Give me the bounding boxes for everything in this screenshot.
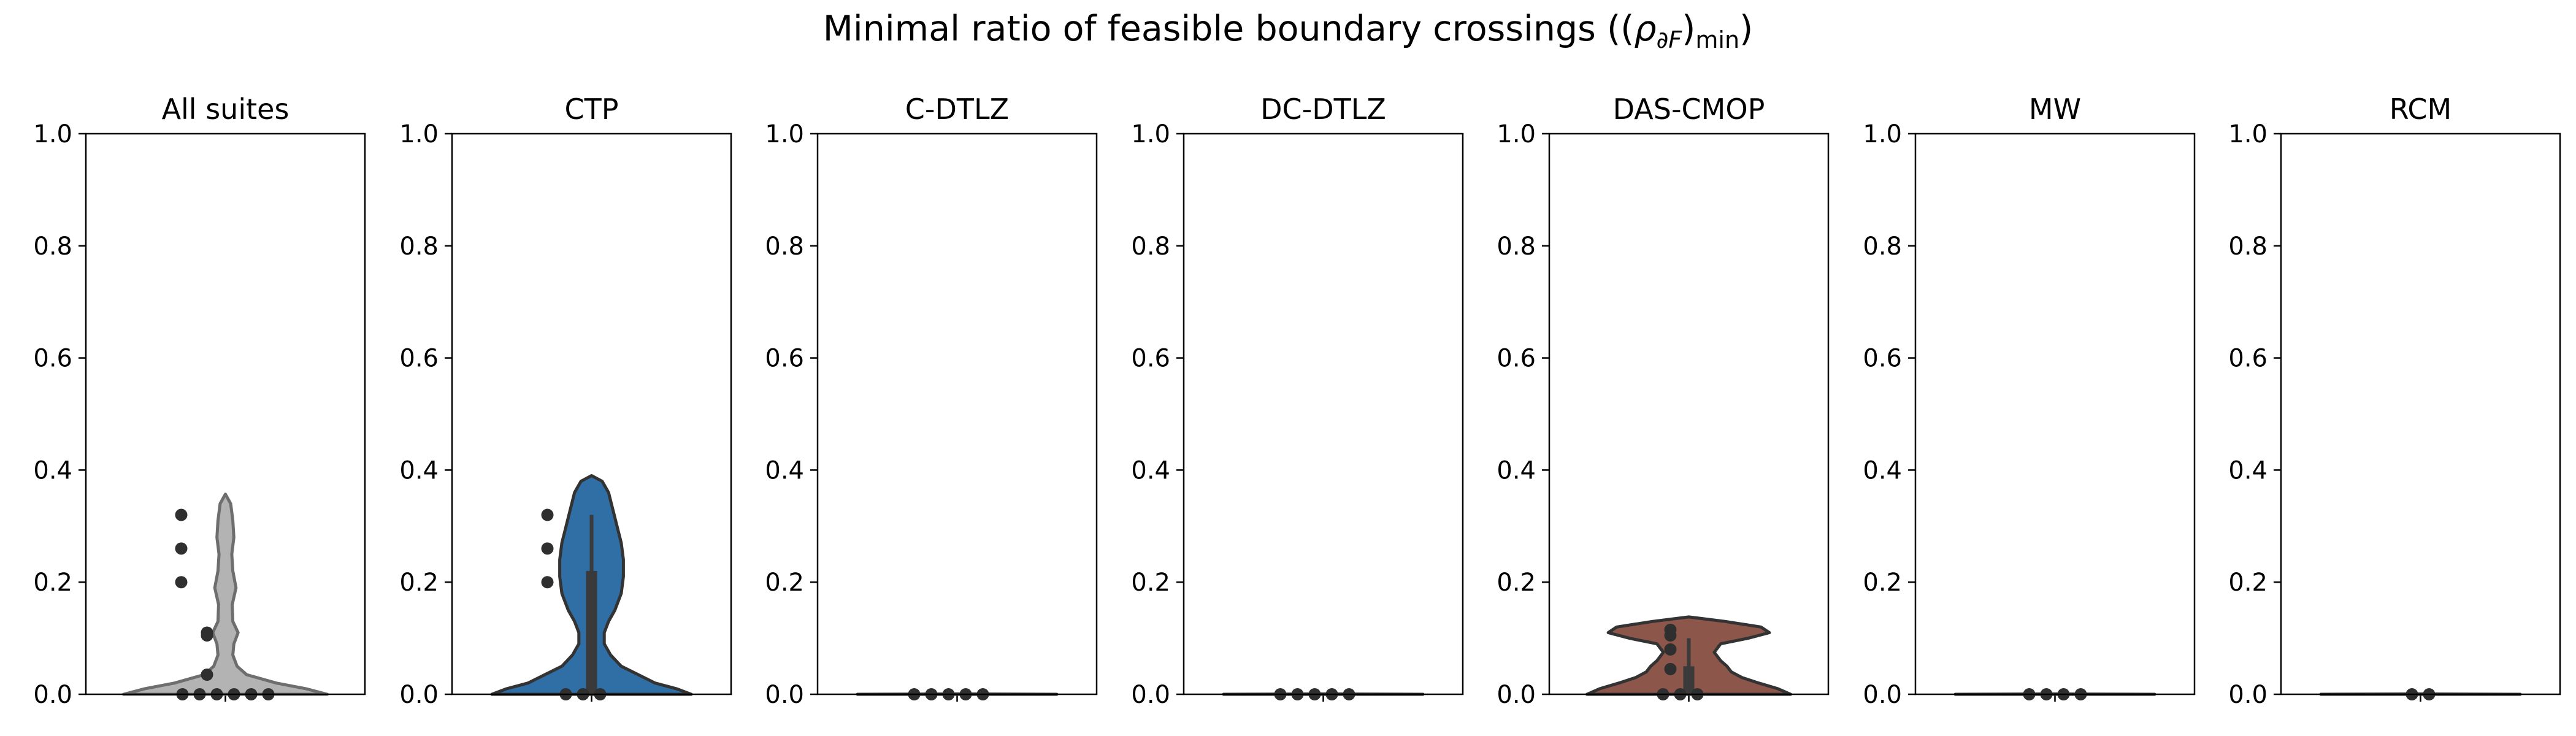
subplot-all-suites: All suites 0.0 0.2 0.4 0.6 0.8 1.0 <box>33 93 366 709</box>
y-tick-label: 0.2 <box>2228 569 2267 597</box>
subplot-title: RCM <box>2390 93 2451 126</box>
y-tick-label: 0.6 <box>2228 345 2267 373</box>
y-tick-label: 0.6 <box>1131 345 1170 373</box>
y-tick-label: 0.2 <box>1131 569 1170 597</box>
axes-frame <box>816 132 1098 696</box>
subplot-title: DC-DTLZ <box>1260 93 1386 126</box>
y-tick-label: 0.0 <box>2228 681 2267 709</box>
subplot-title: DAS-CMOP <box>1613 93 1765 126</box>
subplot-title: CTP <box>565 93 619 126</box>
y-tick-label: 0.8 <box>1497 232 1536 261</box>
subplot-dc-dtlz: DC-DTLZ 0.0 0.2 0.4 0.6 0.8 1.0 <box>1131 93 1464 709</box>
subplot-ctp: CTP 0.0 0.2 0.4 0.6 0.8 1.0 <box>399 93 732 709</box>
violin-box <box>1683 666 1695 694</box>
y-tick-label: 1.0 <box>1497 120 1536 148</box>
y-tick-label: 0.4 <box>765 456 804 485</box>
axes-frame <box>2280 132 2561 696</box>
subplot-c-dtlz: C-DTLZ 0.0 0.2 0.4 0.6 0.8 1.0 <box>765 93 1098 709</box>
y-tick-label: 0.8 <box>2228 232 2267 261</box>
y-tick-label: 0.8 <box>1131 232 1170 261</box>
axes-frame <box>1548 132 1830 696</box>
figure-title: Minimal ratio of feasible boundary cross… <box>823 9 1754 53</box>
data-point <box>541 576 554 589</box>
title-end: ) <box>1739 9 1753 49</box>
subplot-title: MW <box>2029 93 2081 126</box>
y-tick-label: 1.0 <box>1131 120 1170 148</box>
y-tick-label: 0.8 <box>399 232 439 261</box>
y-tick-label: 0.6 <box>765 345 804 373</box>
subplot-das-cmop: DAS-CMOP 0.0 0.2 0.4 0.6 0.8 1.0 <box>1497 93 1830 709</box>
y-tick-label: 0.6 <box>1863 345 1902 373</box>
y-tick-label: 0.4 <box>2228 456 2267 485</box>
y-tick-label: 0.6 <box>1497 345 1536 373</box>
axes-frame <box>1183 132 1464 696</box>
y-tick-label: 0.2 <box>1863 569 1902 597</box>
y-tick-label: 0.8 <box>33 232 72 261</box>
title-paren: ) <box>1682 9 1695 49</box>
y-tick-label: 1.0 <box>399 120 439 148</box>
y-tick-label: 0.6 <box>33 345 72 373</box>
y-tick-label: 0.2 <box>1497 569 1536 597</box>
y-tick-label: 1.0 <box>33 120 72 148</box>
title-min-subscript: min <box>1695 26 1739 53</box>
y-tick-label: 0.0 <box>33 681 72 709</box>
data-point <box>541 542 554 555</box>
subplot-rcm: RCM 0.0 0.2 0.4 0.6 0.8 1.0 <box>2228 93 2561 709</box>
axes-frame <box>85 132 366 696</box>
data-point <box>175 542 188 555</box>
y-tick-label: 0.4 <box>1497 456 1536 485</box>
axes-frame <box>1914 132 2196 696</box>
data-point <box>1664 662 1677 675</box>
y-tick-label: 0.0 <box>1863 681 1902 709</box>
data-point <box>201 629 213 642</box>
y-tick-label: 0.4 <box>399 456 439 485</box>
data-point <box>1664 643 1677 656</box>
violin-body <box>122 493 329 696</box>
axes-frame <box>451 132 732 696</box>
subplot-title: All suites <box>162 93 289 126</box>
violin-box <box>586 570 597 694</box>
data-point <box>1664 629 1677 642</box>
title-text: Minimal ratio of feasible boundary cross… <box>823 9 1635 49</box>
y-tick-label: 0.6 <box>399 345 439 373</box>
y-tick-label: 0.4 <box>33 456 72 485</box>
subplot-mw: MW 0.0 0.2 0.4 0.6 0.8 1.0 <box>1863 93 2196 709</box>
y-tick-label: 0.8 <box>1863 232 1902 261</box>
data-point <box>175 576 188 589</box>
y-tick-label: 1.0 <box>765 120 804 148</box>
y-tick-label: 0.2 <box>33 569 72 597</box>
y-tick-label: 0.8 <box>765 232 804 261</box>
data-point <box>541 508 554 521</box>
y-tick-label: 0.2 <box>399 569 439 597</box>
y-tick-label: 0.4 <box>1863 456 1902 485</box>
y-tick-label: 0.2 <box>765 569 804 597</box>
subplot-title: C-DTLZ <box>905 93 1009 126</box>
y-tick-label: 0.4 <box>1131 456 1170 485</box>
title-rho-subscript: ∂F <box>1657 26 1683 53</box>
y-tick-label: 1.0 <box>1863 120 1902 148</box>
data-point <box>201 669 213 681</box>
data-point <box>175 508 188 521</box>
subplots: All suites 0.0 0.2 0.4 0.6 0.8 1.0 CTP 0.0 0.2 0.4… <box>33 93 2561 709</box>
y-tick-label: 0.0 <box>399 681 439 709</box>
title-rho: ρ <box>1634 9 1656 49</box>
y-tick-label: 1.0 <box>2228 120 2267 148</box>
y-tick-label: 0.0 <box>1131 681 1170 709</box>
y-tick-label: 0.0 <box>1497 681 1536 709</box>
y-tick-label: 0.0 <box>765 681 804 709</box>
